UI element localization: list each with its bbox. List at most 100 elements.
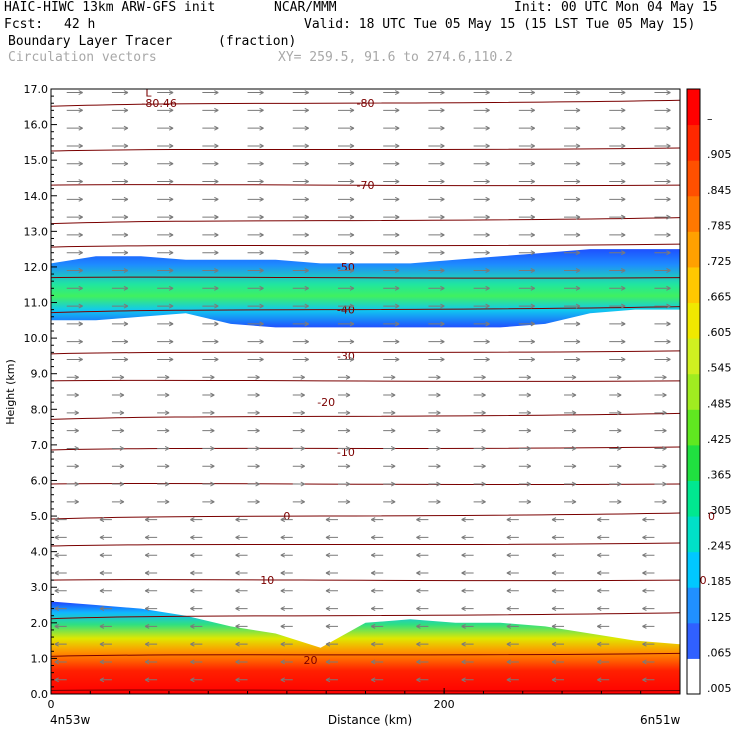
vector-arrow	[157, 428, 170, 434]
vector-arrow	[564, 196, 581, 202]
vector-arrow	[66, 392, 79, 398]
vector-arrow	[202, 107, 219, 113]
vector-arrow	[518, 268, 536, 273]
vector-arrow	[247, 232, 264, 238]
vector-arrow	[292, 143, 309, 149]
vector-arrow	[597, 517, 610, 523]
vector-arrow	[111, 321, 129, 327]
vector-arrow	[247, 107, 264, 113]
vector-arrow	[66, 374, 79, 380]
vector-arrow	[190, 570, 203, 576]
vector-arrow	[383, 339, 400, 345]
vector-arrow	[428, 445, 441, 451]
vector-arrow	[416, 623, 429, 629]
vector-arrow	[337, 357, 355, 362]
vector-arrow	[235, 659, 248, 665]
vector-arrow	[202, 321, 219, 327]
colorbar-label: .725	[707, 255, 732, 268]
vector-arrow	[337, 374, 351, 380]
vector-arrow	[609, 179, 626, 184]
vector-arrow	[144, 552, 158, 558]
vector-arrow	[337, 232, 355, 238]
vector-arrow	[144, 641, 158, 647]
vector-arrow	[111, 463, 125, 469]
vector-arrow	[609, 268, 626, 273]
vector-arrow	[428, 161, 445, 167]
vector-arrow	[609, 357, 626, 362]
vector-arrow	[235, 588, 248, 594]
vector-arrow	[66, 90, 83, 96]
vector-arrow	[428, 196, 445, 202]
vector-arrow	[280, 606, 293, 612]
vector-arrow	[202, 143, 219, 149]
vector-arrow	[473, 445, 486, 451]
vector-arrow	[654, 285, 671, 291]
vector-arrow	[370, 517, 384, 523]
vector-arrow	[337, 339, 355, 345]
colorbar-swatch	[687, 409, 700, 446]
contour-line	[50, 184, 681, 187]
vector-arrow	[111, 374, 125, 380]
vector-arrow	[506, 623, 519, 629]
contour-line	[50, 350, 681, 355]
vector-arrow	[111, 214, 129, 220]
vector-arrow	[473, 499, 486, 505]
vector-arrow	[111, 250, 129, 256]
vector-arrow	[111, 499, 125, 505]
contour-line	[50, 512, 681, 520]
vector-arrow	[383, 463, 396, 469]
colorbar-label: .545	[707, 362, 732, 375]
vector-arrow	[144, 677, 158, 683]
vector-arrow	[518, 374, 532, 380]
vector-arrow	[564, 232, 581, 238]
vector-arrow	[202, 125, 219, 131]
vector-arrow	[325, 659, 338, 665]
vector-arrow	[202, 179, 219, 184]
vector-arrow	[383, 143, 400, 149]
colorbar-label: .305	[707, 504, 732, 517]
vector-arrow	[473, 268, 490, 273]
vector-arrow	[370, 552, 384, 558]
vector-arrow	[337, 481, 351, 487]
vector-arrow	[337, 392, 351, 398]
vector-arrow	[370, 641, 384, 647]
colorbar-swatch	[687, 89, 700, 126]
vector-arrow	[609, 214, 626, 220]
vector-arrow	[473, 107, 490, 113]
vector-arrow	[564, 321, 581, 327]
vector-arrow	[473, 357, 490, 362]
contour-line	[50, 689, 681, 692]
vector-arrow	[111, 232, 129, 238]
temperature-contours: -80.46-80-70-50-40-30-20-1000101020L	[50, 87, 715, 692]
vector-arrow	[247, 374, 260, 380]
vector-arrow	[337, 125, 355, 131]
vector-arrow	[292, 463, 305, 469]
vector-arrow	[642, 534, 655, 540]
vector-arrow	[473, 143, 490, 149]
vector-arrow	[292, 250, 309, 256]
vector-arrow	[247, 481, 260, 487]
vector-arrow	[99, 517, 112, 523]
vector-arrow	[428, 392, 441, 398]
contour-line	[50, 542, 681, 547]
vector-arrow	[383, 232, 400, 238]
vector-arrow	[609, 428, 622, 434]
colorbar-frame	[686, 88, 701, 695]
vector-arrow	[370, 606, 384, 612]
vector-arrow	[518, 107, 536, 113]
vector-field-name: Circulation vectors	[8, 50, 157, 65]
vector-arrow	[202, 339, 219, 345]
vector-arrow	[111, 179, 129, 184]
colorbar-swatch	[687, 587, 700, 624]
vector-arrow	[428, 125, 445, 131]
vector-arrow	[597, 659, 610, 665]
vector-arrow	[609, 107, 626, 113]
tracer-layer-1	[51, 249, 680, 328]
vector-arrow	[461, 588, 474, 594]
vector-arrow	[597, 606, 610, 612]
vector-arrow	[325, 517, 338, 523]
vector-arrow	[564, 143, 581, 149]
vector-arrow	[99, 659, 112, 665]
vector-arrow	[654, 445, 667, 451]
vector-arrow	[337, 410, 351, 416]
